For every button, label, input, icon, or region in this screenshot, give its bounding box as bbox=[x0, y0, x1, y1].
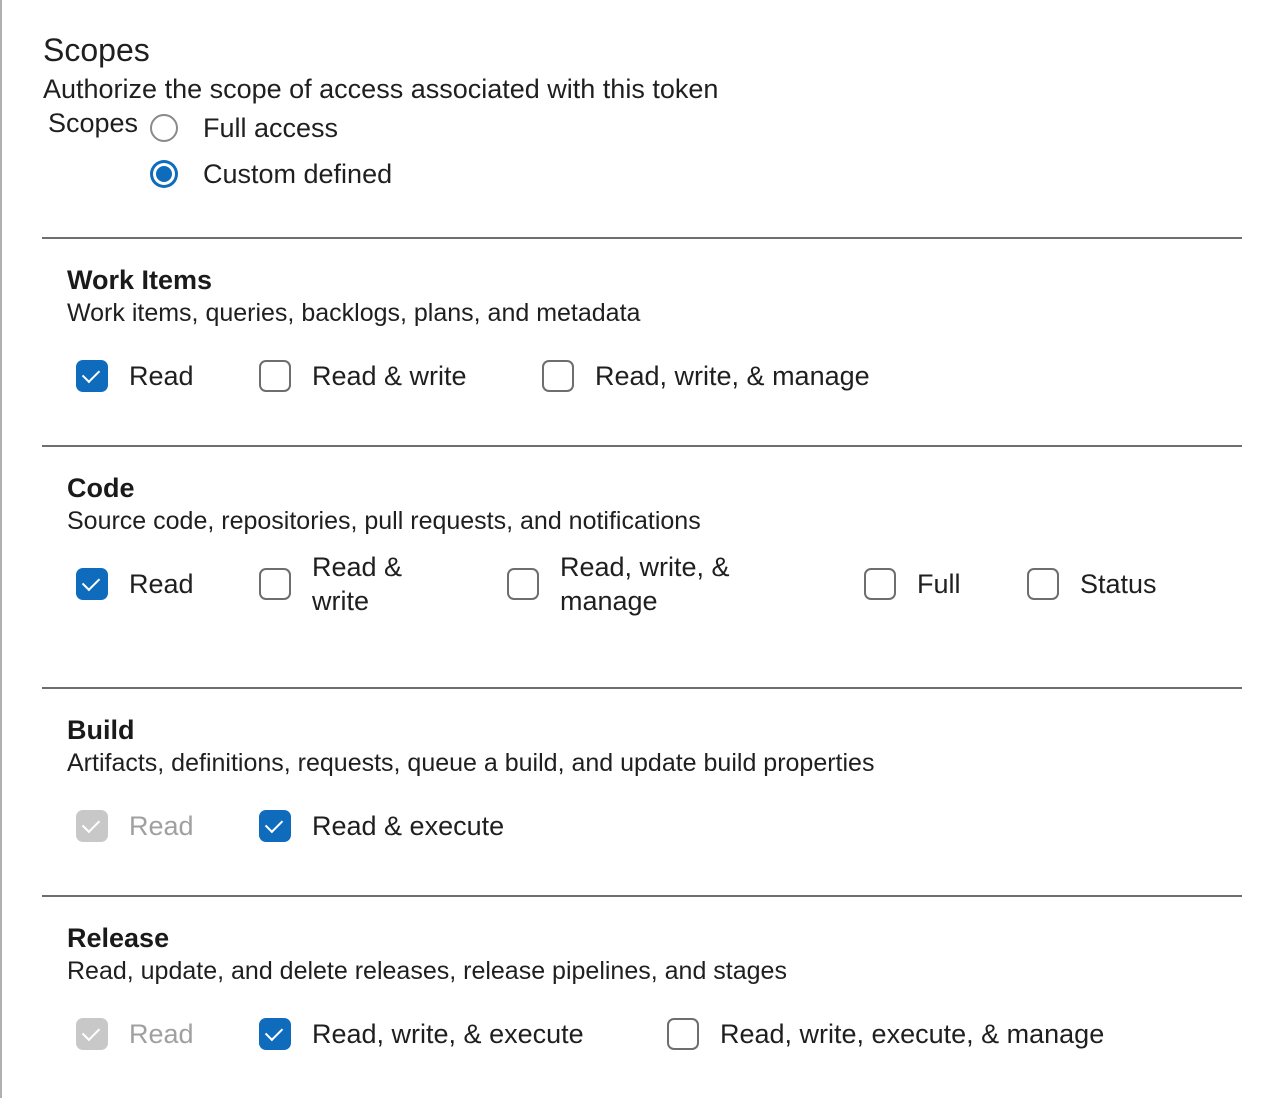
checkbox-label: Read, write, & manage bbox=[560, 552, 730, 616]
checkbox-empty-icon[interactable] bbox=[542, 360, 574, 392]
section-title-build: Build bbox=[67, 715, 135, 745]
checkbox-code-read-write-manage[interactable]: Read, write, & manage bbox=[507, 551, 760, 617]
checkbox-code-status[interactable]: Status bbox=[1027, 567, 1157, 601]
checkbox-empty-icon[interactable] bbox=[667, 1018, 699, 1050]
checkbox-label: Read bbox=[129, 1019, 194, 1049]
left-border bbox=[0, 0, 2, 1098]
radio-custom-defined[interactable] bbox=[150, 160, 178, 188]
checkbox-checked-icon[interactable] bbox=[259, 1018, 291, 1050]
checkbox-label: Full bbox=[917, 569, 961, 599]
checkbox-label: Read, write, & execute bbox=[312, 1019, 584, 1049]
checkbox-build-read: Read bbox=[76, 809, 194, 843]
checkbox-empty-icon[interactable] bbox=[259, 568, 291, 600]
checkbox-label: Read & write bbox=[312, 552, 403, 616]
radio-full-access[interactable] bbox=[150, 114, 178, 142]
checkbox-empty-icon[interactable] bbox=[507, 568, 539, 600]
scopes-label: Scopes bbox=[48, 108, 139, 138]
section-divider bbox=[42, 687, 1242, 689]
checkbox-release-read-write-execute-manage[interactable]: Read, write, execute, & manage bbox=[667, 1017, 1104, 1051]
checkbox-label: Read bbox=[129, 361, 194, 391]
checkbox-checked-icon bbox=[76, 810, 108, 842]
checkbox-build-read-execute[interactable]: Read & execute bbox=[259, 809, 504, 843]
checkbox-work-items-read-write[interactable]: Read & write bbox=[259, 359, 467, 393]
checkbox-release-read-write-execute[interactable]: Read, write, & execute bbox=[259, 1017, 584, 1051]
page-title: Scopes bbox=[43, 32, 150, 68]
checkbox-code-full[interactable]: Full bbox=[864, 567, 961, 601]
checkbox-checked-icon bbox=[76, 1018, 108, 1050]
checkbox-empty-icon[interactable] bbox=[864, 568, 896, 600]
checkbox-label: Read, write, execute, & manage bbox=[720, 1019, 1105, 1049]
radio-label-full-access[interactable]: Full access bbox=[203, 113, 339, 143]
checkbox-checked-icon[interactable] bbox=[259, 810, 291, 842]
checkbox-work-items-read[interactable]: Read bbox=[76, 359, 194, 393]
checkbox-label: Read & execute bbox=[312, 811, 505, 841]
checkbox-code-read-write[interactable]: Read & write bbox=[259, 551, 422, 617]
section-title-release: Release bbox=[67, 923, 170, 953]
checkbox-work-items-read-write-manage[interactable]: Read, write, & manage bbox=[542, 359, 870, 393]
section-divider bbox=[42, 895, 1242, 897]
section-divider bbox=[42, 237, 1242, 239]
section-description-release: Read, update, and delete releases, relea… bbox=[67, 957, 787, 985]
checkbox-code-read[interactable]: Read bbox=[76, 567, 194, 601]
radio-label-custom-defined[interactable]: Custom defined bbox=[203, 159, 393, 189]
checkbox-checked-icon[interactable] bbox=[76, 568, 108, 600]
checkbox-label: Read bbox=[129, 569, 194, 599]
section-divider bbox=[42, 445, 1242, 447]
section-title-code: Code bbox=[67, 473, 135, 503]
checkbox-checked-icon[interactable] bbox=[76, 360, 108, 392]
section-description-build: Artifacts, definitions, requests, queue … bbox=[67, 749, 875, 777]
checkbox-empty-icon[interactable] bbox=[259, 360, 291, 392]
page-subtitle: Authorize the scope of access associated… bbox=[43, 74, 719, 104]
section-description-code: Source code, repositories, pull requests… bbox=[67, 507, 701, 535]
section-description-work-items: Work items, queries, backlogs, plans, an… bbox=[67, 299, 641, 327]
section-title-work-items: Work Items bbox=[67, 265, 213, 295]
checkbox-label: Read & write bbox=[312, 361, 467, 391]
checkbox-empty-icon[interactable] bbox=[1027, 568, 1059, 600]
checkbox-label: Read bbox=[129, 811, 194, 841]
checkbox-label: Status bbox=[1080, 569, 1157, 599]
checkbox-release-read: Read bbox=[76, 1017, 194, 1051]
checkbox-label: Read, write, & manage bbox=[595, 361, 870, 391]
